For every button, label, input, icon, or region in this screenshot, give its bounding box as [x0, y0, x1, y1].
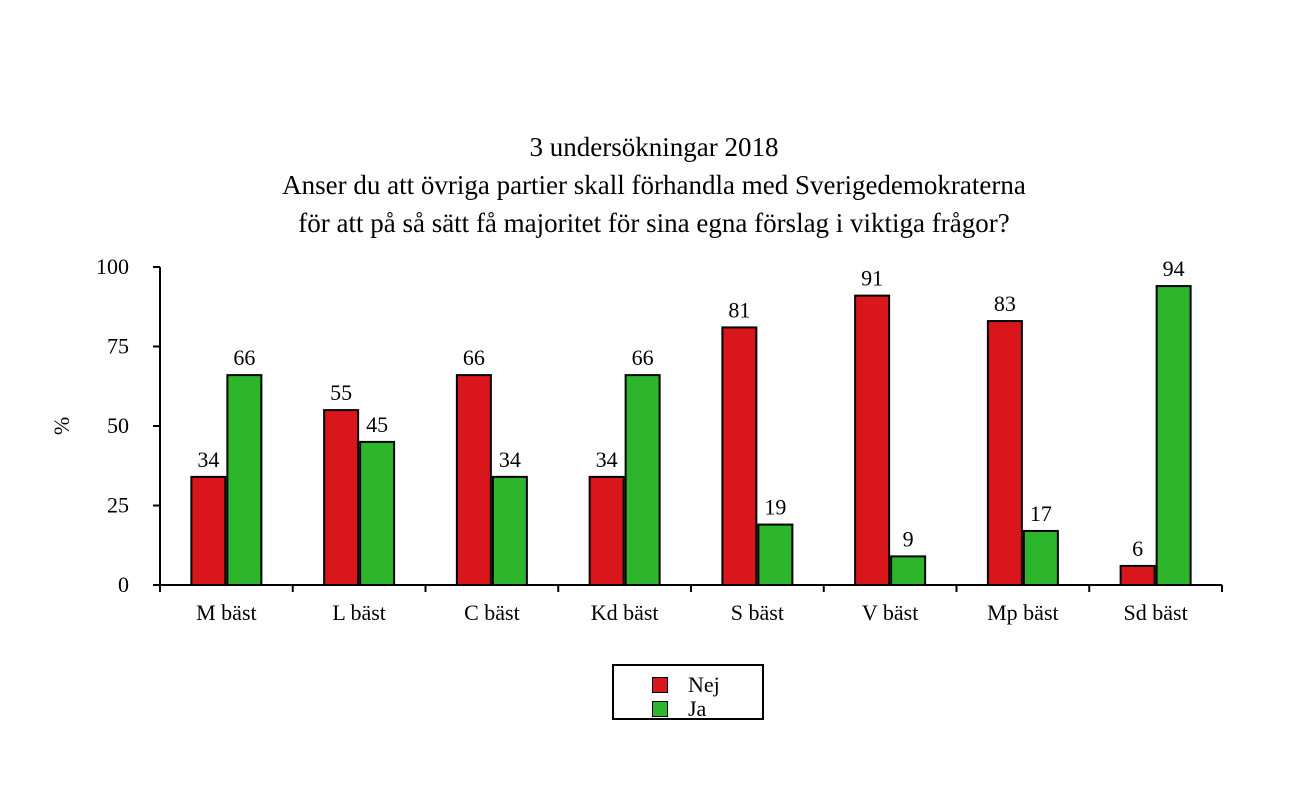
bar-ja: [359, 440, 396, 586]
y-axis-label: %: [49, 417, 74, 435]
data-label-ja: 66: [632, 345, 654, 370]
y-tick-label: 75: [107, 334, 129, 359]
bar-ja: [757, 523, 794, 587]
bar-nej: [986, 320, 1023, 586]
bar-ja: [491, 475, 528, 587]
chart-subtitle-line-2: för att på så sätt få majoritet för sina…: [298, 208, 1010, 238]
legend-swatch-nej: [652, 677, 668, 693]
bar-nej: [190, 475, 227, 587]
data-label-nej: 34: [197, 447, 219, 472]
bar-nej: [588, 475, 625, 587]
y-tick-label: 0: [118, 572, 129, 597]
bar-ja: [1022, 529, 1059, 587]
legend: Nej Ja: [612, 664, 764, 721]
data-label-nej: 66: [463, 345, 485, 370]
bar-nej: [323, 409, 360, 586]
chart-title: 3 undersökningar 2018: [529, 132, 779, 162]
data-label-ja: 45: [366, 412, 388, 437]
legend-swatch-ja: [652, 701, 668, 717]
bar-nej: [854, 294, 891, 586]
data-label-nej: 55: [330, 380, 352, 405]
legend-label-ja: Ja: [688, 696, 707, 721]
data-label-ja: 66: [233, 345, 255, 370]
bars: [190, 285, 1192, 587]
y-tick-label: 100: [96, 254, 129, 279]
x-tick-label: S bäst: [731, 600, 784, 625]
x-tick-label: Mp bäst: [987, 600, 1059, 625]
x-tick-label: C bäst: [464, 600, 520, 625]
bar-nej: [455, 374, 492, 586]
data-label-nej: 91: [861, 266, 883, 291]
x-tick-label: L bäst: [332, 600, 386, 625]
data-label-ja: 94: [1163, 256, 1185, 281]
x-tick-label: Kd bäst: [591, 600, 659, 625]
chart-titles: 3 undersökningar 2018 Anser du att övrig…: [0, 128, 1308, 242]
y-tick-label: 50: [107, 413, 129, 438]
bar-ja: [890, 555, 927, 587]
bar-ja: [226, 374, 263, 586]
data-label-nej: 34: [596, 447, 618, 472]
bar-ja: [1155, 285, 1192, 586]
data-label-ja: 17: [1030, 501, 1052, 526]
x-tick-label: V bäst: [862, 600, 918, 625]
data-label-nej: 6: [1132, 536, 1143, 561]
chart-subtitle-line-1: Anser du att övriga partier skall förhan…: [282, 170, 1026, 200]
data-label-nej: 83: [994, 291, 1016, 316]
bar-nej: [721, 326, 758, 586]
data-label-ja: 34: [499, 447, 521, 472]
y-tick-label: 25: [107, 493, 129, 518]
legend-label-nej: Nej: [688, 672, 720, 697]
bar-ja: [624, 374, 661, 586]
data-label-ja: 9: [903, 526, 914, 551]
data-label-nej: 81: [728, 297, 750, 322]
data-label-ja: 19: [764, 495, 786, 520]
x-tick-label: M bäst: [196, 600, 257, 625]
bar-nej: [1119, 564, 1156, 586]
axes: 0 25 50 75 100 M bäst L bäst C bäst Kd bäst S bäs…: [96, 254, 1223, 625]
x-tick-label: Sd bäst: [1124, 600, 1188, 625]
